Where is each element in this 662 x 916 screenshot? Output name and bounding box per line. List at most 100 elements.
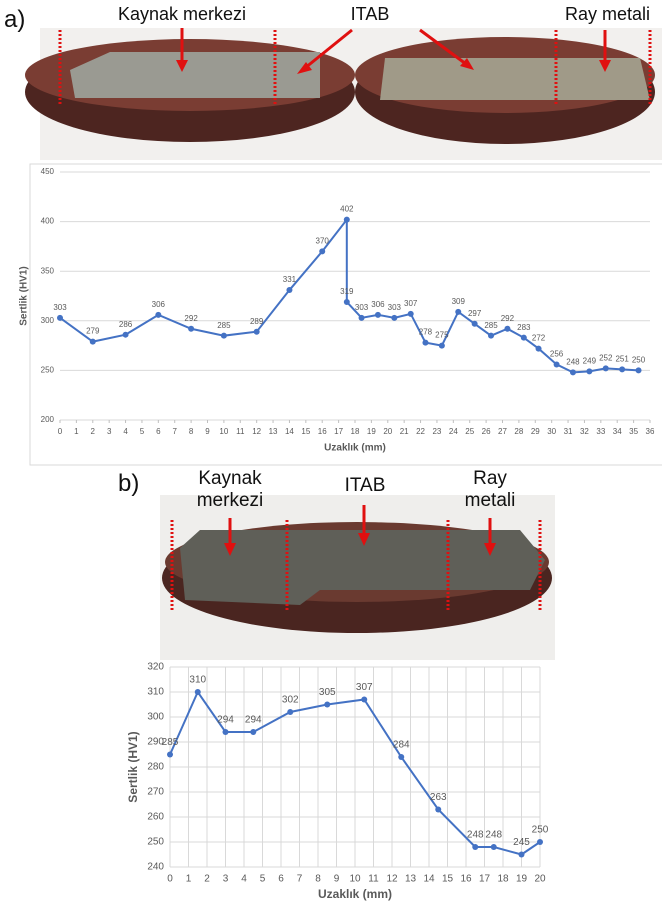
x-tick-label: 2 [91,427,96,436]
point [188,325,195,332]
value-label: 319 [340,287,354,296]
annotation: ITAB [344,475,386,496]
value-label: 256 [550,350,564,359]
x-tick-label: 20 [534,874,546,885]
x-tick-label: 18 [351,427,360,436]
y-axis-title: Sertlik (HV1) [126,731,140,802]
value-label: 248 [485,830,502,841]
x-tick-label: 7 [172,427,177,436]
boundary-lines [58,30,652,105]
x-tick-label: 15 [301,427,310,436]
point [167,751,173,758]
x-tick-label: 1 [74,427,79,436]
x-axis-title: Uzaklık (mm) [324,443,386,454]
x-axis-title: Uzaklık (mm) [318,887,392,901]
point [253,328,260,335]
plot-frame [29,163,662,466]
x-tick-label: 17 [334,427,343,436]
photo-a [25,28,662,160]
point [324,701,331,708]
value-label: 294 [217,715,234,726]
x-tick-label: 13 [405,874,417,885]
x-tick-label: 27 [498,427,507,436]
x-tick-label: 28 [514,427,523,436]
value-label: 250 [632,356,646,365]
value-label: 306 [371,300,385,309]
x-tick-label: 35 [629,427,638,436]
point [391,314,398,321]
x-tick-label: 9 [205,427,210,436]
point [194,689,201,695]
point [286,287,293,294]
x-tick-label: 15 [442,874,454,885]
value-label: 289 [250,317,264,326]
x-tick-label: 10 [349,874,361,885]
value-label: 307 [404,299,418,308]
y-tick-label: 260 [147,812,164,823]
value-label: 286 [119,320,133,329]
x-tick-label: 16 [318,427,327,436]
value-label: 292 [501,314,515,323]
value-label: 285 [484,321,498,330]
point [586,368,593,375]
value-label: 307 [356,682,373,693]
point [361,696,368,703]
x-tick-label: 8 [315,874,321,885]
value-label: 310 [189,675,206,686]
x-tick-label: 11 [368,874,379,885]
x-tick-label: 11 [236,427,245,436]
point [472,844,479,850]
value-label: 292 [184,314,198,323]
point [553,361,560,368]
x-tick-label: 1 [186,874,192,885]
x-tick-label: 18 [497,874,509,885]
x-tick-label: 5 [260,874,266,885]
point [537,839,543,845]
x-tick-label: 25 [465,427,474,436]
value-label: 370 [316,236,330,245]
point [407,310,414,317]
value-label: 272 [532,334,546,343]
y-tick-label: 240 [147,862,164,873]
x-tick-label: 10 [219,427,228,436]
point [518,851,525,858]
x-tick-label: 13 [269,427,278,436]
x-tick-label: 9 [334,874,340,885]
y-tick-label: 250 [41,366,55,375]
y-tick-label: 270 [147,787,164,798]
value-label: 251 [615,355,629,364]
y-tick-label: 310 [147,687,164,698]
point [122,331,129,338]
x-tick-label: 36 [646,427,655,436]
y-tick-label: 400 [41,217,55,226]
x-tick-label: 14 [423,874,435,885]
annotation: Kaynak merkezi [196,468,264,511]
y-tick-label: 200 [41,415,55,424]
point [57,314,63,321]
x-tick-label: 24 [449,427,458,436]
point [155,311,162,318]
point [488,332,495,339]
y-tick-label: 250 [147,837,164,848]
value-label: 303 [388,303,402,312]
x-tick-label: 0 [58,427,63,436]
value-label: 285 [217,321,231,330]
value-label: 284 [393,740,410,751]
value-label: 252 [599,354,613,363]
point [490,844,497,850]
x-tick-label: 16 [460,874,472,885]
point [504,325,511,332]
value-label: 294 [245,715,262,726]
x-tick-label: 8 [189,427,194,436]
point [438,342,445,349]
point [358,314,365,321]
point [220,332,227,339]
x-tick-label: 2 [204,874,210,885]
photo-b [160,495,555,660]
point [455,308,462,315]
value-label: 275 [435,331,449,340]
x-tick-label: 12 [252,427,261,436]
value-label: 245 [513,837,530,848]
x-tick-label: 20 [383,427,392,436]
